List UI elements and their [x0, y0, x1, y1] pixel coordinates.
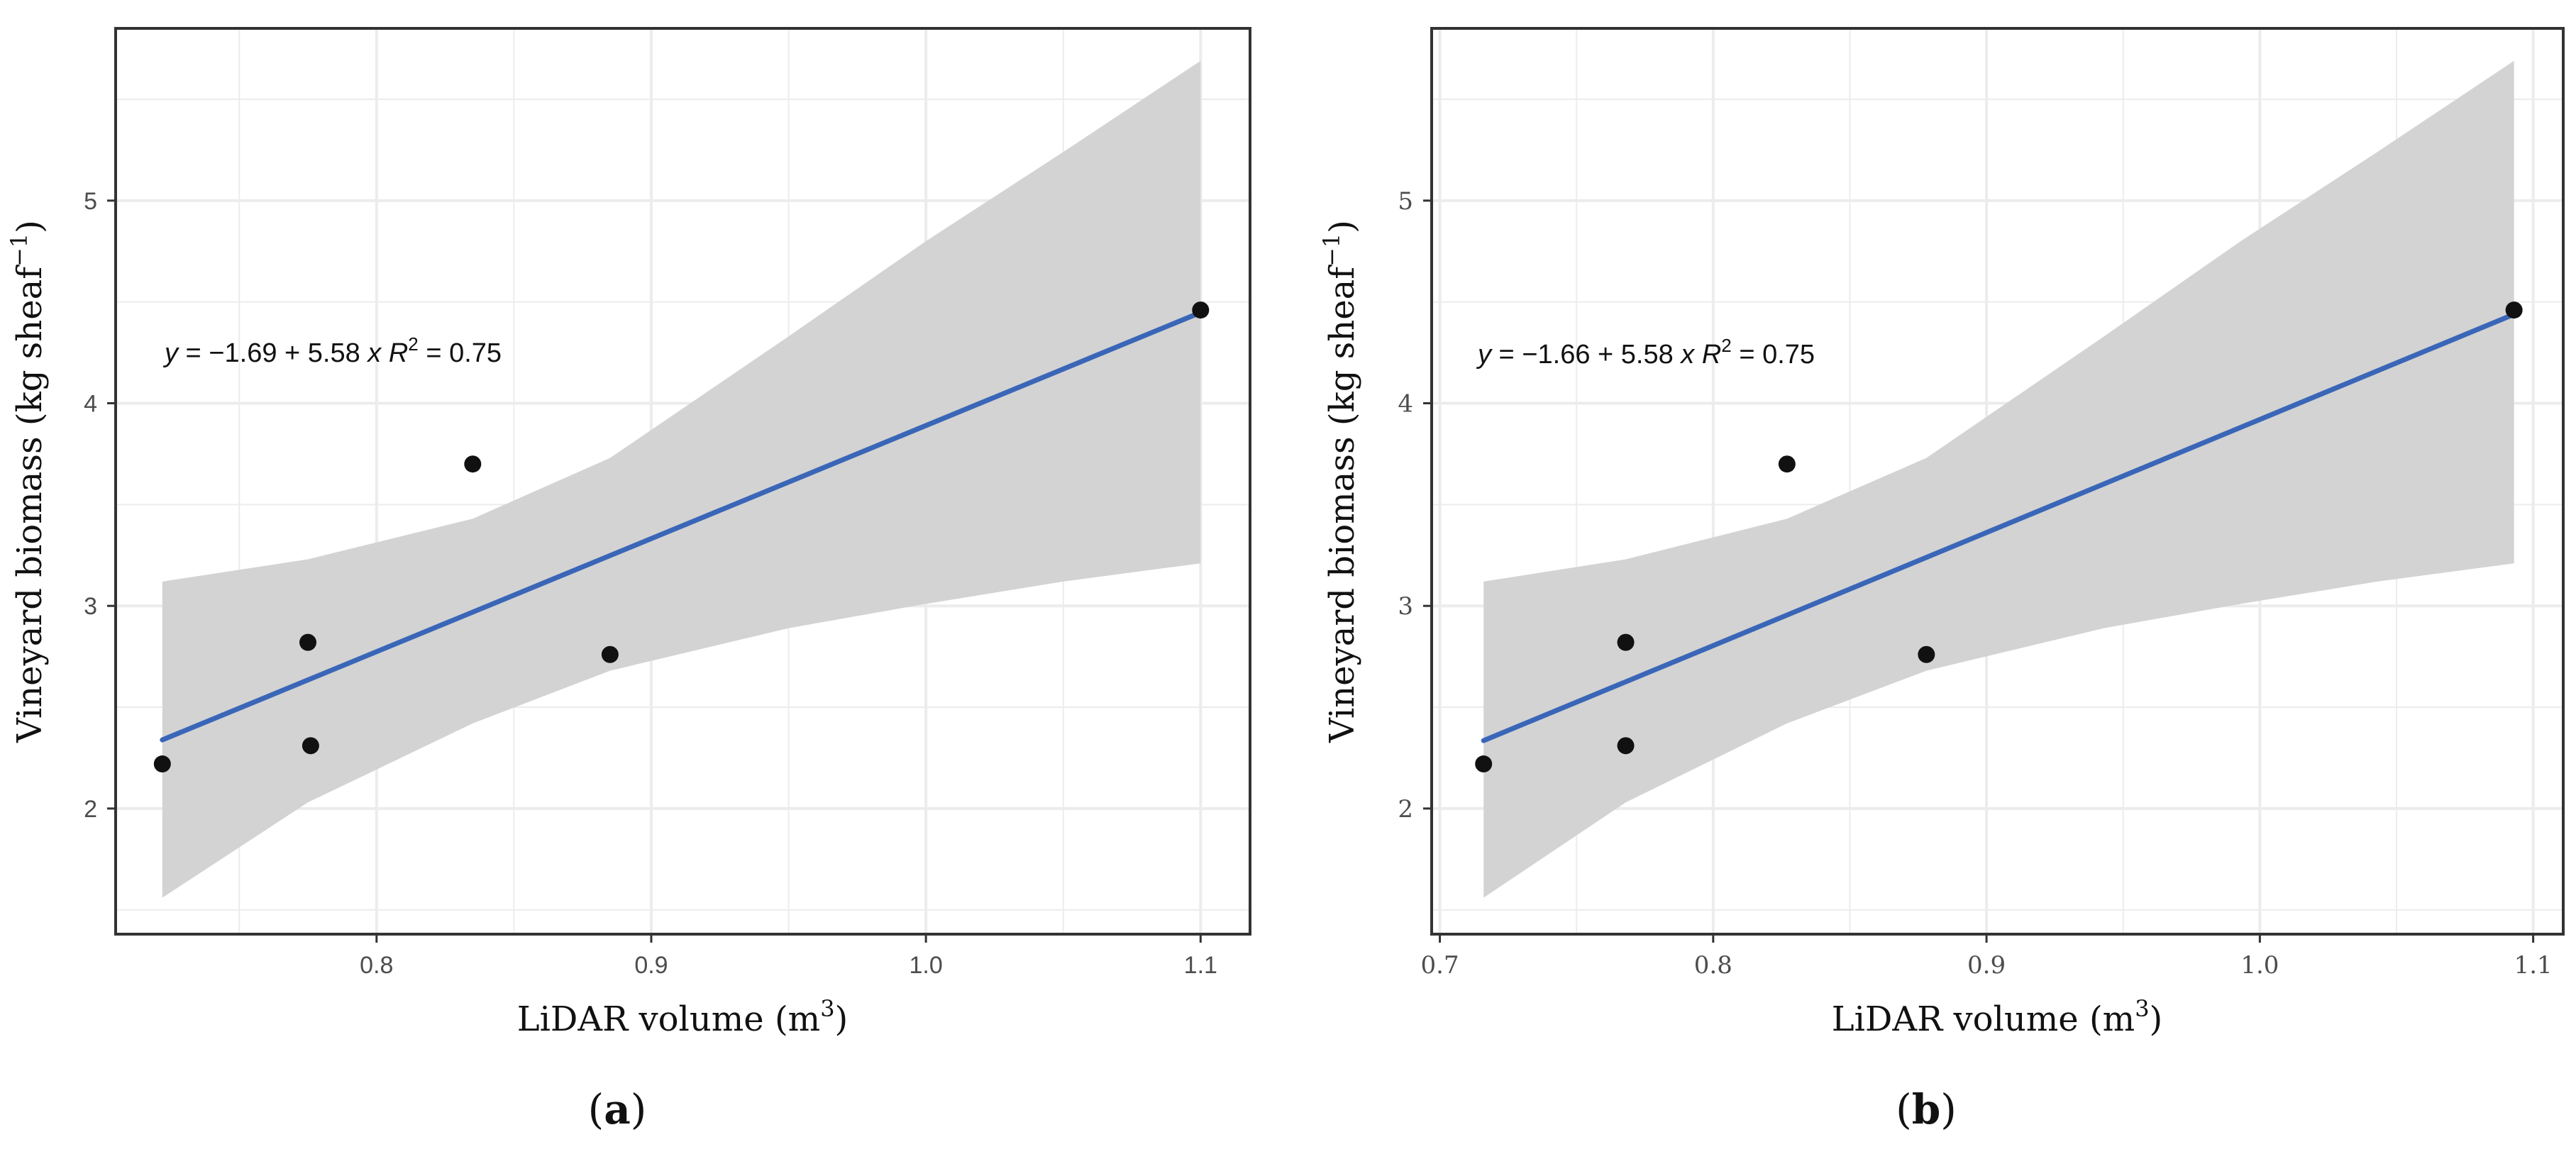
data-point	[302, 737, 319, 755]
data-point	[1192, 301, 1210, 319]
data-point	[1617, 633, 1635, 651]
x-axis-label: LiDAR volume (m3)	[1832, 995, 2163, 1039]
regression-equation: y = −1.69 + 5.58 x R2 = 0.75	[162, 333, 502, 368]
x-tick-label: 1.0	[2240, 951, 2279, 980]
data-point	[1617, 737, 1635, 755]
y-tick-label: 3	[84, 593, 97, 620]
data-point	[299, 633, 317, 651]
data-point	[1918, 645, 1935, 663]
regression-line	[160, 310, 1203, 743]
x-tick-label: 0.7	[1421, 951, 1459, 980]
x-tick-label: 1.1	[2514, 951, 2553, 980]
plot-frame	[1430, 27, 2565, 936]
regression-equation: y = −1.66 + 5.58 x R2 = 0.75	[1476, 335, 1815, 370]
y-tick-label: 5	[1398, 187, 1413, 216]
data-point	[464, 455, 482, 473]
panel-a: 0.8 0.9 1.0 1.1 2 3 4 5 LiDAR volume (m3) Vineyar…	[6, 27, 1251, 1133]
y-tick-label: 2	[84, 796, 97, 823]
data-point	[601, 645, 619, 663]
x-tick-label: 1.0	[910, 952, 943, 979]
x-tick-label: 0.8	[360, 952, 393, 979]
y-axis-label: Vineyard biomass (kg sheaf−1)	[6, 220, 50, 743]
y-tick-label: 3	[1398, 592, 1413, 621]
y-axis-label: Vineyard biomass (kg sheaf−1)	[1318, 220, 1362, 743]
panel-b: 0.7 0.8 0.9 1.0 1.1 2 3 4 5 LiDAR volume (m3) Vine…	[1318, 27, 2565, 1133]
y-tick-label: 4	[84, 391, 97, 418]
x-tick-label: 0.8	[1694, 951, 1732, 980]
confidence-band	[1483, 60, 2514, 898]
data-point	[2505, 301, 2523, 319]
plot-frame	[114, 27, 1251, 936]
x-axis-label: LiDAR volume (m3)	[517, 995, 848, 1039]
panel-label: (a)	[588, 1085, 647, 1133]
panel-label: (b)	[1896, 1085, 1957, 1133]
regression-line	[1481, 311, 2517, 743]
x-tick-label: 0.9	[634, 952, 668, 979]
y-tick-label: 5	[84, 188, 97, 215]
data-point	[1778, 455, 1796, 473]
x-tick-label: 0.9	[1967, 951, 2006, 980]
data-point	[153, 755, 171, 773]
y-tick-label: 4	[1398, 390, 1413, 418]
data-point	[1475, 755, 1493, 773]
y-tick-label: 2	[1398, 795, 1413, 824]
confidence-band	[162, 60, 1201, 898]
x-tick-label: 1.1	[1184, 952, 1217, 979]
